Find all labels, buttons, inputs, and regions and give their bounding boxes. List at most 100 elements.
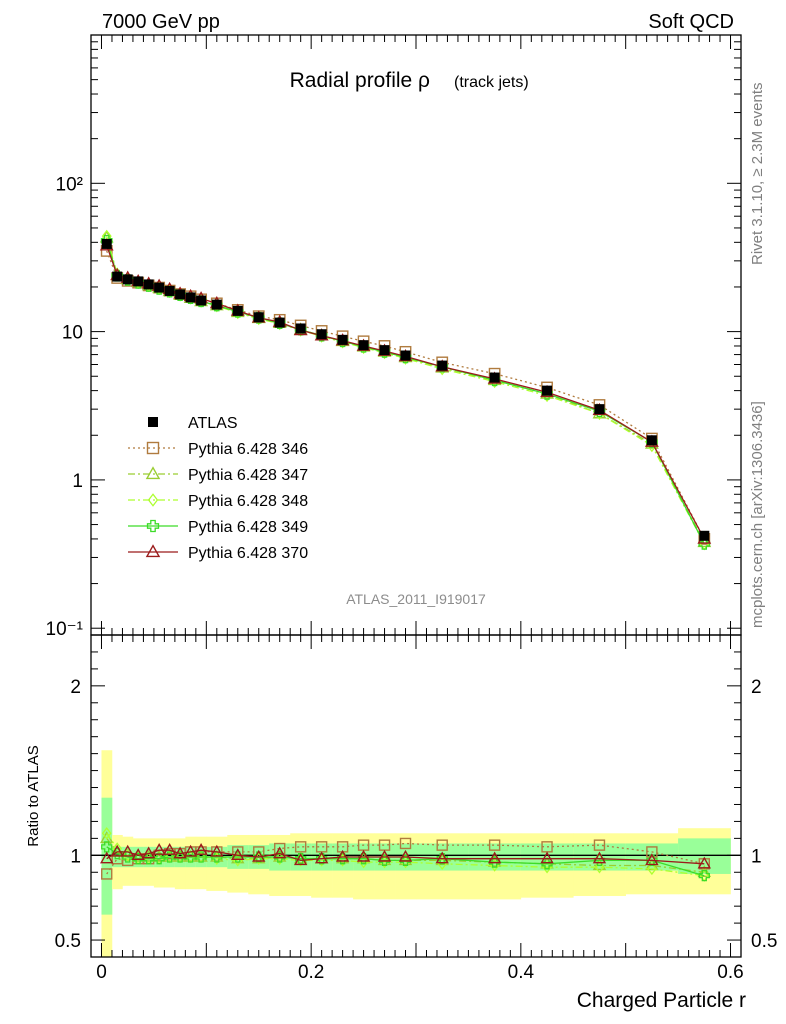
data-point xyxy=(133,276,144,287)
ratio-tick-label: 1 xyxy=(70,846,81,867)
ratio-point xyxy=(183,844,198,857)
ratio-point xyxy=(698,870,710,882)
data-point xyxy=(196,295,207,306)
data-point xyxy=(594,404,605,415)
ratio-point xyxy=(163,851,176,863)
ratio-point xyxy=(488,839,501,851)
series-line xyxy=(106,236,705,545)
analysis-label: ATLAS_2011_I919017 xyxy=(346,591,486,607)
legend-marker xyxy=(148,417,158,427)
data-point xyxy=(122,274,133,285)
ratio-inner-band xyxy=(153,846,165,868)
ratio-point xyxy=(377,849,392,862)
ratio-point xyxy=(174,851,186,863)
ratio-inner-band xyxy=(416,843,469,871)
ratio-point xyxy=(356,849,371,862)
legend-label: Pythia 6.428 347 xyxy=(188,467,308,484)
legend-label: Pythia 6.428 346 xyxy=(188,441,308,458)
data-point xyxy=(143,279,154,290)
chart-title-note: (track jets) xyxy=(454,74,529,91)
ratio-point xyxy=(252,849,266,862)
ratio-inner-band xyxy=(111,846,123,868)
legend-label: ATLAS xyxy=(188,415,238,432)
data-point xyxy=(542,385,553,396)
ratio-point xyxy=(487,851,502,864)
ratio-point xyxy=(356,851,371,864)
ratio-point xyxy=(100,851,114,864)
ratio-point xyxy=(593,839,606,851)
ratio-point xyxy=(132,853,144,865)
rivet-label: Rivet 3.1.10, ≥ 2.3M events xyxy=(749,83,766,266)
data-point xyxy=(154,282,165,293)
ratio-point xyxy=(293,853,308,866)
legend-marker xyxy=(146,519,160,533)
ratio-point xyxy=(646,846,658,858)
legend-label: Pythia 6.428 370 xyxy=(188,545,308,562)
ratio-point xyxy=(647,862,657,876)
ratio-point xyxy=(231,848,245,861)
y-tick-label: 10 xyxy=(62,323,83,344)
mcplots-label: mcplots.cern.ch [arXiv:1306.3436] xyxy=(749,401,766,628)
ratio-point xyxy=(273,846,287,859)
x-tick-label: 0.2 xyxy=(298,962,324,983)
y-tick-label: 10² xyxy=(56,174,83,195)
x-axis-labels: 0 0.2 0.4 0.6 xyxy=(96,962,744,983)
side-labels: Rivet 3.1.10, ≥ 2.3M events mcplots.cern… xyxy=(749,83,766,629)
legend-marker xyxy=(147,493,159,507)
ratio-tick-label: 2 xyxy=(751,677,762,698)
ratio-point xyxy=(335,849,350,862)
ratio-point xyxy=(141,846,156,859)
data-point xyxy=(437,360,448,371)
ratio-inner-band xyxy=(311,843,333,871)
ratio-point xyxy=(592,851,607,864)
ratio-point xyxy=(435,851,449,864)
ratio-axes: 0.5 0.5 1 1 2 2 xyxy=(55,635,777,958)
ratio-point xyxy=(594,860,605,874)
data-point xyxy=(164,285,175,296)
ratio-line xyxy=(106,832,705,877)
ratio-tick-label: 0.5 xyxy=(55,931,81,952)
data-point xyxy=(175,289,186,300)
main-panel: 10⁻¹ 1 10 10² Radial profile ρ (track jets)… xyxy=(46,34,742,640)
header-right: Soft QCD xyxy=(648,11,734,33)
ratio-point xyxy=(122,849,133,862)
ratio-point xyxy=(399,837,412,850)
ratio-point xyxy=(173,846,187,859)
ratio-point xyxy=(314,851,329,864)
data-point xyxy=(211,299,222,310)
ratio-point xyxy=(101,841,113,853)
data-point xyxy=(379,345,390,356)
data-point xyxy=(699,530,710,541)
legend-marker xyxy=(145,544,161,558)
legend: ATLAS Pythia 6.428 346 Pythia 6.428 347 Pyt… xyxy=(128,415,308,562)
data-point xyxy=(358,340,369,351)
x-axis-title: Charged Particle r xyxy=(577,989,746,1012)
ratio-ylabel: Ratio to ATLAS xyxy=(25,745,42,846)
y-tick-label: 1 xyxy=(72,471,83,492)
x-tick-label: 0 xyxy=(96,962,107,983)
ratio-point xyxy=(436,839,448,851)
ratio-inner-band xyxy=(132,846,144,868)
ratio-point xyxy=(101,827,112,840)
ratio-point xyxy=(487,854,502,867)
ratio-point xyxy=(697,865,712,877)
data-point xyxy=(489,372,500,383)
data-point xyxy=(316,329,327,340)
data-point xyxy=(337,334,348,345)
header-left: 7000 GeV pp xyxy=(102,11,220,33)
chart-title: Radial profile ρ xyxy=(290,69,430,92)
ratio-point xyxy=(540,851,554,864)
ratio-point xyxy=(645,853,659,866)
ratio-point xyxy=(162,843,177,855)
header: 7000 GeV pp Soft QCD xyxy=(102,11,734,33)
ratio-point xyxy=(152,843,166,855)
data-point xyxy=(274,317,285,328)
ratio-point xyxy=(378,854,391,867)
legend-marker xyxy=(145,466,161,480)
ratio-point xyxy=(110,844,124,857)
ratio-point xyxy=(398,849,413,862)
ratio-panel: 0.5 0.5 1 1 2 2 Ratio to ATLAS xyxy=(25,634,777,958)
ratio-line xyxy=(106,842,705,875)
ratio-point xyxy=(101,868,113,880)
